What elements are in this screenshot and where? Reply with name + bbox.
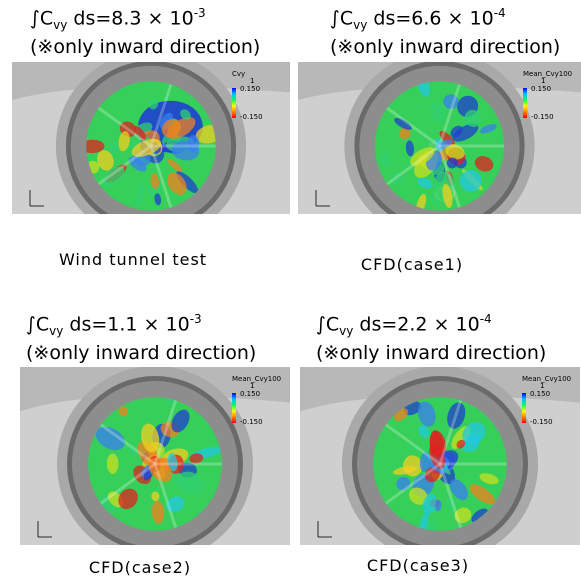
caption: Wind tunnel test [59,250,207,269]
formula: ∫Cvy ds=2.2 × 10-4 [316,312,492,338]
formula: ∫Cvy ds=8.3 × 10-3 [30,6,206,32]
legend-max: 0.150 [240,85,260,93]
legend-index: 1 [541,77,545,85]
note: (※only inward direction) [316,342,546,364]
formula: ∫Cvy ds=6.6 × 10-4 [330,6,506,32]
caption: CFD(case3) [367,556,469,575]
legend-title: Mean_Cvy100 [232,375,281,383]
legend-max: 0.150 [240,390,260,398]
legend-index: 1 [250,77,254,85]
formula-sub: vy [49,324,63,338]
formula-sup: -3 [190,312,202,326]
legend-min: -0.150 [531,113,554,121]
legend-index: 1 [250,382,254,390]
legend-min: -0.150 [530,418,553,426]
formula-sup: -4 [480,312,492,326]
formula-sub: vy [339,324,353,338]
formula-main: ∫C [316,313,339,335]
legend-min: -0.150 [240,418,263,426]
note: (※only inward direction) [30,36,260,58]
legend-title: Cvy [232,70,245,78]
legend-max: 0.150 [530,390,550,398]
formula-sup: -4 [494,6,506,20]
formula-rest: ds=1.1 × 10 [63,313,189,335]
formula-sub: vy [53,18,67,32]
caption: CFD(case1) [361,255,463,274]
legend-bar [522,393,526,423]
legend-min: -0.150 [240,113,263,121]
formula-rest: ds=2.2 × 10 [353,313,479,335]
note: (※only inward direction) [26,342,256,364]
formula: ∫Cvy ds=1.1 × 10-3 [26,312,202,338]
formula-main: ∫C [330,7,353,29]
formula-rest: ds=8.3 × 10 [67,7,193,29]
legend-bar [232,393,236,423]
legend-bar [232,88,236,118]
legend-title: Mean_Cvy100 [522,375,571,383]
formula-sub: vy [353,18,367,32]
formula-main: ∫C [30,7,53,29]
formula-rest: ds=6.6 × 10 [367,7,493,29]
legend-title: Mean_Cvy100 [523,70,572,78]
wheel-image: Mean_Cvy10010.150 -0.150 [300,367,580,545]
legend-max: 0.150 [531,85,551,93]
figure: ∫Cvy ds=8.3 × 10-3(※only inward directio… [0,0,581,583]
formula-sup: -3 [194,6,206,20]
wheel-image: Cvy 10.150 -0.150 [12,62,290,214]
formula-main: ∫C [26,313,49,335]
legend-bar [523,88,527,118]
note: (※only inward direction) [330,36,560,58]
legend-index: 1 [540,382,544,390]
caption: CFD(case2) [89,558,191,577]
